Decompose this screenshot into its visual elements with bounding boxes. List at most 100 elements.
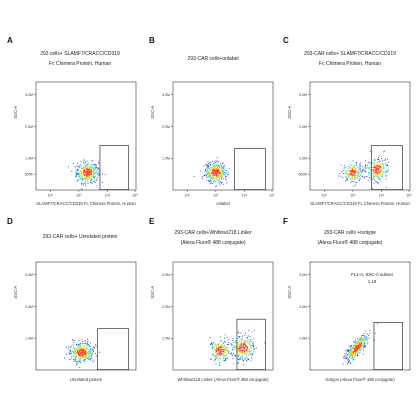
event-point: [86, 165, 88, 167]
event-point: [96, 355, 98, 357]
event-point: [371, 174, 373, 176]
event-point: [232, 338, 234, 340]
event-point: [347, 169, 349, 171]
event-point: [378, 160, 380, 162]
event-point: [91, 357, 93, 359]
event-point: [90, 350, 92, 352]
event-point: [79, 167, 80, 169]
event-point: [218, 347, 219, 349]
event-point: [370, 170, 372, 172]
event-point: [216, 347, 218, 349]
event-point: [367, 179, 369, 181]
event-point: [386, 164, 388, 166]
event-point: [377, 182, 379, 184]
event-point: [356, 351, 358, 353]
event-point: [357, 349, 359, 351]
event-point: [83, 167, 84, 169]
panel-title: (Alexa Fluor® 488 conjugate): [180, 239, 245, 246]
event-point: [379, 167, 381, 169]
event-point: [359, 178, 361, 180]
event-point: [86, 355, 88, 356]
event-point: [366, 339, 368, 341]
event-point: [361, 170, 363, 172]
event-point: [349, 170, 351, 172]
event-point: [364, 345, 365, 347]
event-point: [84, 340, 86, 341]
event-point: [77, 361, 79, 363]
event-point: [355, 354, 357, 356]
event-point: [80, 161, 82, 162]
event-point: [241, 350, 243, 352]
event-point: [78, 173, 80, 175]
event-point: [378, 179, 380, 180]
event-point: [382, 166, 384, 168]
event-point: [91, 182, 93, 184]
event-point: [79, 347, 81, 349]
event-point: [382, 173, 383, 175]
event-point: [96, 178, 98, 180]
event-point: [353, 352, 355, 353]
event-point: [210, 182, 212, 184]
event-point: [386, 171, 387, 173]
event-point: [244, 334, 246, 336]
event-point: [374, 173, 376, 175]
event-point: [82, 174, 84, 176]
event-point: [380, 175, 382, 177]
event-point: [374, 176, 376, 178]
event-point: [249, 353, 251, 355]
event-point: [239, 350, 241, 352]
event-point: [86, 176, 88, 177]
event-point: [82, 349, 84, 351]
event-point: [373, 167, 375, 169]
event-point: [356, 352, 358, 354]
event-point: [88, 172, 90, 174]
event-point: [85, 359, 86, 361]
event-point: [90, 172, 92, 174]
event-point: [80, 175, 82, 177]
event-point: [84, 161, 86, 163]
event-point: [226, 344, 228, 345]
event-point: [243, 347, 245, 348]
event-point: [79, 362, 81, 364]
event-point: [78, 174, 80, 176]
event-point: [73, 358, 75, 360]
event-point: [356, 342, 358, 344]
event-point: [216, 354, 218, 356]
event-point: [80, 351, 82, 353]
event-point: [231, 352, 233, 354]
event-point: [77, 344, 79, 346]
event-point: [83, 159, 85, 161]
event-point: [80, 172, 82, 174]
event-point: [355, 343, 356, 345]
x-tick-label: 10⁴: [379, 194, 385, 198]
y-tick-label: 2.0M: [299, 125, 307, 129]
event-point: [220, 176, 222, 177]
event-point: [75, 349, 77, 351]
event-point: [347, 353, 348, 355]
event-point: [75, 170, 77, 171]
event-point: [224, 351, 225, 353]
event-point: [362, 338, 364, 340]
event-point: [88, 357, 90, 359]
event-point: [226, 349, 228, 351]
event-point: [356, 171, 358, 173]
event-point: [248, 351, 250, 353]
event-point: [83, 350, 85, 352]
event-point: [211, 169, 213, 170]
event-point: [219, 172, 221, 174]
event-point: [217, 349, 219, 351]
event-point: [370, 179, 372, 181]
event-point: [83, 350, 85, 351]
event-point: [209, 170, 211, 172]
event-point: [211, 342, 213, 344]
event-point: [355, 346, 357, 348]
event-point: [91, 170, 93, 172]
event-point: [73, 162, 74, 164]
event-point: [238, 345, 240, 347]
event-point: [214, 168, 216, 170]
event-point: [222, 170, 224, 172]
event-point: [213, 173, 215, 175]
event-point: [356, 338, 358, 340]
event-point: [210, 161, 212, 163]
